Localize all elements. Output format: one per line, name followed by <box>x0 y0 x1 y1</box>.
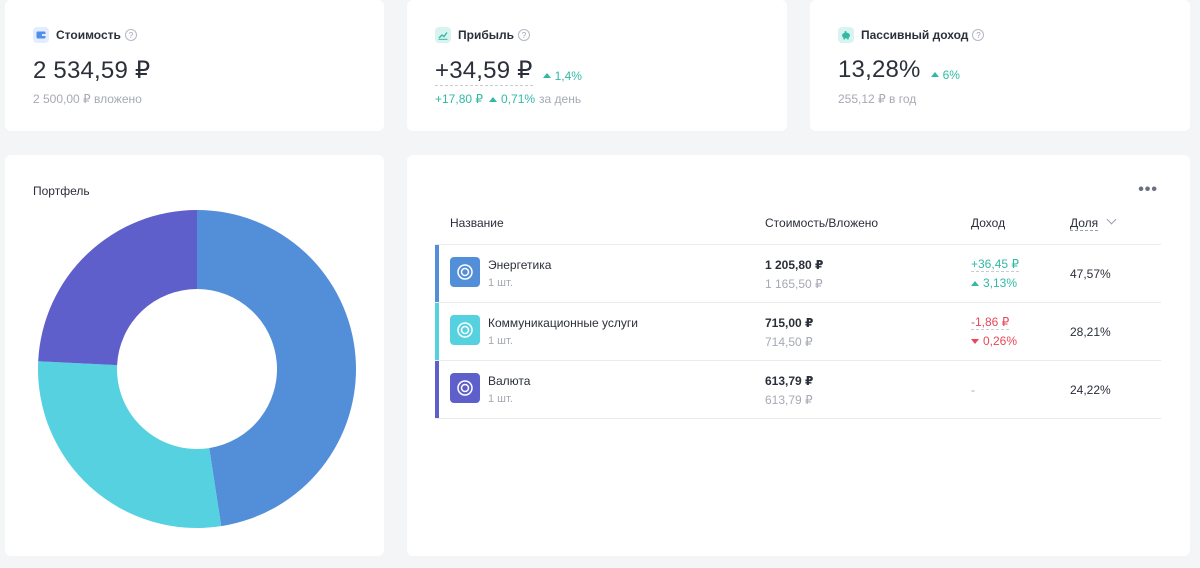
summary-header: Прибыль ? <box>435 27 530 43</box>
profit-value[interactable]: +34,59 ₽ <box>435 57 533 86</box>
day-profit-pct: 0,71% <box>489 92 535 106</box>
arrow-up-icon <box>930 72 939 77</box>
row-color-bar <box>435 361 439 418</box>
arrow-down-icon <box>971 338 979 344</box>
portfolio-card: Портфель <box>5 155 384 556</box>
income-absolute[interactable]: -1,86 ₽ <box>971 315 1010 330</box>
current-value: 715,00 ₽ <box>765 316 814 330</box>
row-color-bar <box>435 245 439 302</box>
asset-name: Коммуникационные услуги <box>488 316 638 330</box>
column-header-value[interactable]: Стоимость/Вложено <box>765 216 879 230</box>
column-header-income[interactable]: Доход <box>971 216 1006 230</box>
portfolio-donut-chart <box>38 210 357 528</box>
passive-value: 13,28% <box>838 56 921 83</box>
day-profit-abs: +17,80 ₽ <box>435 92 484 106</box>
table-row[interactable]: Энергетика 1 шт. 1 205,80 ₽ 1 165,50 ₽ +… <box>435 245 1161 303</box>
summary-main: +34,59 ₽ 1,4% <box>435 56 582 86</box>
portfolio-title: Портфель <box>33 184 90 198</box>
day-profit-pct-value: 0,71% <box>501 92 536 106</box>
table-row[interactable]: Валюта 1 шт. 613,79 ₽ 613,79 ₽ - 24,22% <box>435 361 1161 419</box>
help-icon[interactable]: ? <box>518 29 530 41</box>
portfolio-value: 2 534,59 ₽ <box>33 57 151 84</box>
summary-card-value: Стоимость ? 2 534,59 ₽ 2 500,00 ₽ вложен… <box>5 0 384 131</box>
income-percent-value: 3,13% <box>983 276 1018 290</box>
table-row[interactable]: Коммуникационные услуги 1 шт. 715,00 ₽ 7… <box>435 303 1161 361</box>
asset-quantity: 1 шт. <box>488 335 513 347</box>
wallet-icon <box>33 27 49 43</box>
donut-slice-1[interactable] <box>197 210 357 527</box>
sector-icon <box>450 373 480 403</box>
income-percent-value: 0,26% <box>983 334 1018 348</box>
asset-name: Энергетика <box>488 258 552 272</box>
passive-delta-value: 6% <box>942 67 960 82</box>
asset-quantity: 1 шт. <box>488 277 513 289</box>
column-header-name[interactable]: Название <box>450 216 504 230</box>
summary-card-profit: Прибыль ? +34,59 ₽ 1,4% +17,80 ₽ 0,71% з… <box>407 0 787 131</box>
profit-delta: 1,4% <box>542 68 582 83</box>
summary-main: 13,28% 6% <box>838 56 960 84</box>
invested-value: 613,79 ₽ <box>765 393 813 407</box>
current-value: 613,79 ₽ <box>765 374 814 388</box>
summary-label: Пассивный доход <box>861 28 969 42</box>
asset-quantity: 1 шт. <box>488 393 513 405</box>
summary-sub: +17,80 ₽ 0,71% за день <box>435 92 581 106</box>
donut-slice-2[interactable] <box>38 361 222 528</box>
summary-label: Стоимость <box>56 28 121 42</box>
help-icon[interactable]: ? <box>124 29 137 41</box>
sector-icon <box>450 257 480 287</box>
summary-sub: 2 500,00 ₽ вложено <box>33 92 142 106</box>
summary-sub: 255,12 ₽ в год <box>838 92 917 106</box>
row-color-bar <box>435 303 439 360</box>
day-label: за день <box>539 92 582 106</box>
column-header-share[interactable]: Доля <box>1070 216 1099 231</box>
piggy-bank-icon <box>838 27 854 43</box>
chart-icon <box>435 27 451 43</box>
share-value: 28,21% <box>1070 325 1111 339</box>
income-percent: 0,26% <box>971 334 1017 348</box>
arrow-up-icon <box>971 280 979 286</box>
invested-value: 1 165,50 ₽ <box>765 277 823 291</box>
income-absolute[interactable]: +36,45 ₽ <box>971 257 1020 272</box>
more-options-icon[interactable]: ••• <box>1138 181 1158 198</box>
summary-main: 2 534,59 ₽ <box>33 56 150 85</box>
passive-delta: 6% <box>930 67 960 82</box>
help-icon[interactable]: ? <box>972 29 985 41</box>
income-empty: - <box>971 383 975 397</box>
profit-delta-value: 1,4% <box>554 68 582 83</box>
sort-down-icon[interactable] <box>1106 214 1117 225</box>
positions-table-card: ••• Название Стоимость/Вложено Доход Дол… <box>407 155 1190 556</box>
summary-header: Пассивный доход ? <box>838 27 985 43</box>
asset-name: Валюта <box>488 374 531 388</box>
share-value: 24,22% <box>1070 383 1111 397</box>
arrow-up-icon <box>489 96 498 102</box>
current-value: 1 205,80 ₽ <box>765 258 824 272</box>
sector-icon <box>450 315 480 345</box>
arrow-up-icon <box>542 73 551 78</box>
income-percent: 3,13% <box>971 276 1017 290</box>
summary-label: Прибыль <box>458 28 514 42</box>
invested-value: 714,50 ₽ <box>765 335 813 349</box>
summary-header: Стоимость ? <box>33 27 137 43</box>
summary-card-passive: Пассивный доход ? 13,28% 6% 255,12 ₽ в г… <box>810 0 1190 131</box>
table-header: Название Стоимость/Вложено Доход Доля <box>435 211 1161 245</box>
donut-slice-3[interactable] <box>38 210 197 366</box>
share-value: 47,57% <box>1070 267 1111 281</box>
